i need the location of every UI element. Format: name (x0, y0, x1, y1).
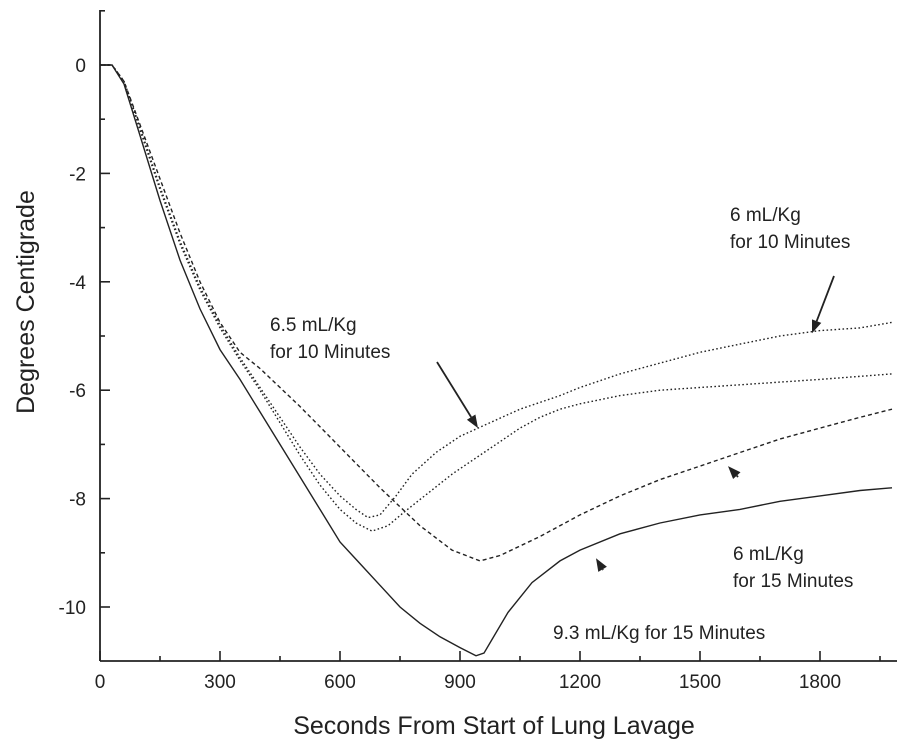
series-line-3 (100, 64, 893, 519)
annotation-label: for 15 Minutes (733, 571, 853, 592)
annotation-arrowhead (466, 414, 478, 429)
annotation-3: 6 mL/Kg for 15 Minutes (728, 466, 853, 592)
annotation-arrow (436, 361, 472, 418)
annotation-arrowhead (596, 558, 607, 572)
x-axis-title: Seconds From Start of Lung Lavage (293, 712, 695, 740)
annotation-label: 6 mL/Kg (733, 544, 804, 565)
annotation-arrowhead (812, 319, 822, 334)
annotation-arrowhead (728, 466, 741, 479)
annotation-label: 6.5 mL/Kg (270, 315, 357, 336)
annotation-1: 6 mL/Kg for 10 Minutes (730, 205, 850, 334)
y-tick-label: -8 (69, 490, 86, 511)
ticks (99, 10, 881, 661)
y-tick-label: 0 (75, 56, 86, 77)
annotation-label: 9.3 mL/Kg for 15 Minutes (553, 623, 765, 644)
annotation-arrow (815, 275, 835, 322)
x-tick-label: 0 (95, 672, 106, 693)
series-line-4 (100, 64, 893, 562)
x-tick-label: 1800 (799, 672, 841, 693)
annotation-4: 9.3 mL/Kg for 15 Minutes (553, 558, 765, 644)
y-tick-label: -4 (69, 273, 86, 294)
series-line-2 (100, 64, 893, 532)
annotation-2: 6.5 mL/Kg for 10 Minutes (270, 315, 478, 429)
annotation-label: for 10 Minutes (730, 232, 850, 253)
y-axis-title: Degrees Centigrade (12, 190, 40, 414)
y-tick-label: -10 (59, 598, 86, 619)
tick-labels: 0 300 600 900 1200 1500 1800 0 -2 -4 -6 -8 -10 (59, 56, 842, 693)
annotations: 6 mL/Kg for 10 Minutes 6.5 mL/Kg for 10 Min… (270, 205, 853, 644)
annotation-arrow (736, 475, 739, 478)
series-line-1 (100, 64, 893, 657)
x-tick-label: 900 (444, 672, 476, 693)
annotation-label: for 10 Minutes (270, 342, 390, 363)
x-tick-label: 1200 (559, 672, 601, 693)
x-tick-label: 1500 (679, 672, 721, 693)
annotation-label: 6 mL/Kg (730, 205, 801, 226)
series-group (100, 64, 893, 657)
x-tick-label: 300 (204, 672, 236, 693)
y-tick-label: -6 (69, 381, 86, 402)
x-tick-label: 600 (324, 672, 356, 693)
y-tick-label: -2 (69, 164, 86, 185)
